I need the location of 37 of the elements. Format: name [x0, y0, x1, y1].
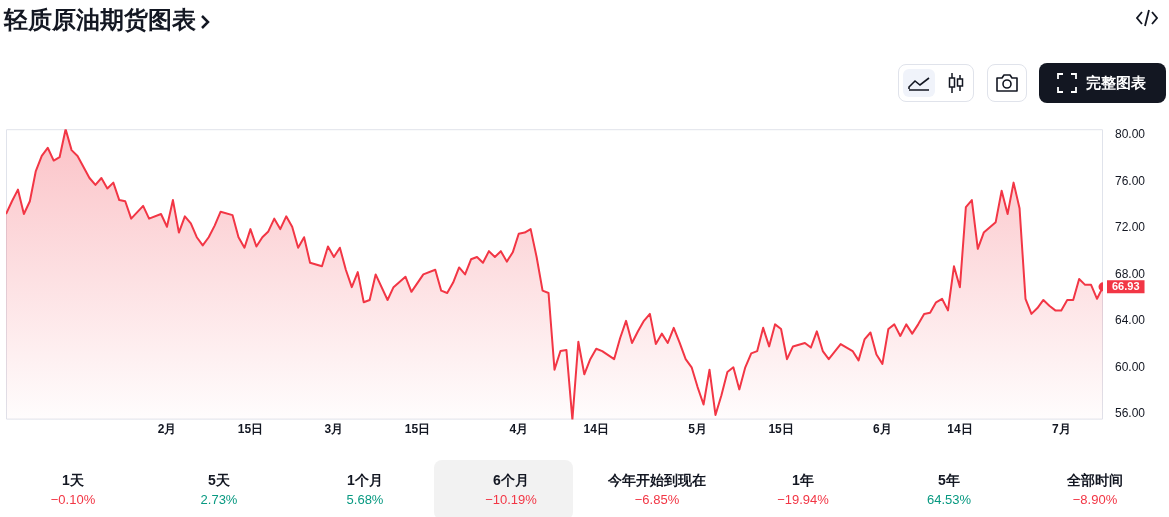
y-tick-label: 68.00 [1115, 266, 1146, 281]
chart-title: 轻质原油期货图表 [4, 5, 196, 35]
x-tick-label: 14日 [947, 422, 973, 437]
text: 5天 [207, 472, 231, 490]
x-tick-label: 4月 [509, 422, 529, 437]
y-tick-label: 64.00 [1115, 313, 1146, 328]
x-tick-label: 15日 [237, 422, 264, 437]
text: 2.73% [199, 492, 239, 507]
y-tick-label: 80.00 [1115, 127, 1146, 142]
text: −8.90% [1071, 492, 1119, 507]
text: 1个月 [346, 472, 384, 490]
text: 1年 [791, 472, 815, 490]
y-tick-label: 72.00 [1115, 220, 1146, 235]
text: 完整图表 [1086, 73, 1146, 93]
x-tick-label: 15日 [768, 422, 794, 437]
x-tick-label: 15日 [404, 422, 431, 437]
x-tick-label: 3月 [324, 422, 344, 437]
text: 6个月 [492, 472, 530, 490]
x-tick-label: 7月 [1051, 422, 1071, 437]
text: −0.10% [49, 492, 97, 507]
text: −6.85% [633, 492, 681, 507]
x-tick-label: 14日 [583, 422, 609, 437]
x-tick-label: 2月 [157, 422, 177, 437]
text: −19.94% [776, 492, 830, 507]
x-tick-label: 6月 [873, 422, 892, 437]
text: 5年 [937, 472, 961, 490]
text: 1天 [61, 472, 85, 490]
annotation: 66.93 [1112, 279, 1140, 292]
x-tick-label: 5月 [688, 422, 707, 437]
text: 5.68% [345, 492, 385, 507]
y-tick-label: 60.00 [1115, 359, 1146, 374]
text: −10.19% [484, 492, 538, 507]
text: 64.53% [925, 492, 973, 507]
y-tick-label: 56.00 [1115, 406, 1146, 421]
text: 今年开始到现在 [607, 472, 707, 490]
y-tick-label: 76.00 [1115, 173, 1146, 188]
text: 全部时间 [1066, 472, 1124, 490]
